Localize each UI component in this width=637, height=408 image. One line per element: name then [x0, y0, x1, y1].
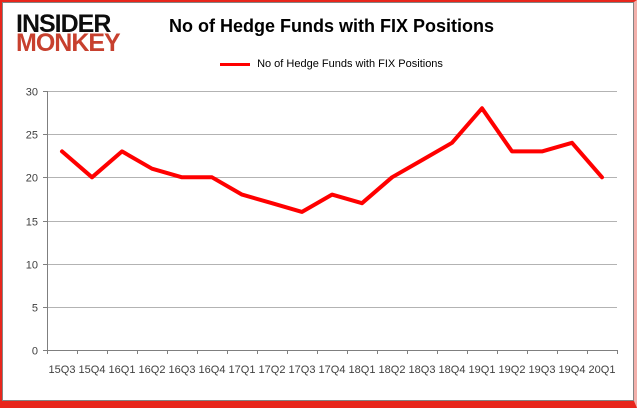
x-axis-label: 19Q4: [559, 364, 586, 376]
line-chart: 0 5 10 15 20 25 30 15Q3 15Q4 16Q1 16Q2 16Q3 16Q4 17Q1…: [26, 87, 618, 376]
x-axis-label: 16Q2: [139, 364, 166, 376]
y-axis-label: 25: [26, 130, 38, 142]
x-axis-label: 18Q2: [379, 364, 406, 376]
y-axis-label: 15: [26, 217, 38, 229]
x-axis-label: 19Q3: [529, 364, 556, 376]
x-axis-label: 16Q1: [109, 364, 136, 376]
insider-monkey-logo: INSIDER MONKEY: [16, 10, 121, 57]
y-axis-label: 20: [26, 173, 38, 185]
x-axis-label: 17Q3: [289, 364, 316, 376]
chart-title: No of Hedge Funds with FIX Positions: [169, 16, 494, 36]
chart-container: 0 5 10 15 20 25 30 15Q3 15Q4 16Q1 16Q2 16Q3 16Q4 17Q1…: [2, 2, 634, 401]
x-axis-label: 15Q4: [79, 364, 106, 376]
series-line: [60, 106, 604, 214]
x-axis-label: 18Q3: [409, 364, 436, 376]
x-axis-label: 20Q1: [589, 364, 616, 376]
x-axis-label: 15Q3: [49, 364, 76, 376]
x-axis-label: 19Q1: [469, 364, 496, 376]
x-axis-label: 17Q4: [319, 364, 346, 376]
legend-label: No of Hedge Funds with FIX Positions: [257, 58, 443, 70]
logo-text-insider: INSIDER: [16, 10, 111, 38]
x-axis-label: 18Q1: [349, 364, 376, 376]
y-axis-label: 0: [32, 346, 38, 358]
y-axis-label: 30: [26, 87, 38, 99]
y-axis-label: 5: [32, 303, 38, 315]
logo-text-monkey: MONKEY: [16, 29, 121, 57]
legend-line-swatch: [220, 62, 251, 66]
chart-legend: No of Hedge Funds with FIX Positions: [48, 56, 615, 72]
x-axis-label: 16Q3: [169, 364, 196, 376]
x-axis-label: 17Q1: [229, 364, 256, 376]
x-axis-label: 16Q4: [199, 364, 226, 376]
y-axis-label: 10: [26, 260, 38, 272]
x-axis-label: 17Q2: [259, 364, 286, 376]
x-axis-label: 18Q4: [439, 364, 466, 376]
x-axis-label: 19Q2: [499, 364, 526, 376]
